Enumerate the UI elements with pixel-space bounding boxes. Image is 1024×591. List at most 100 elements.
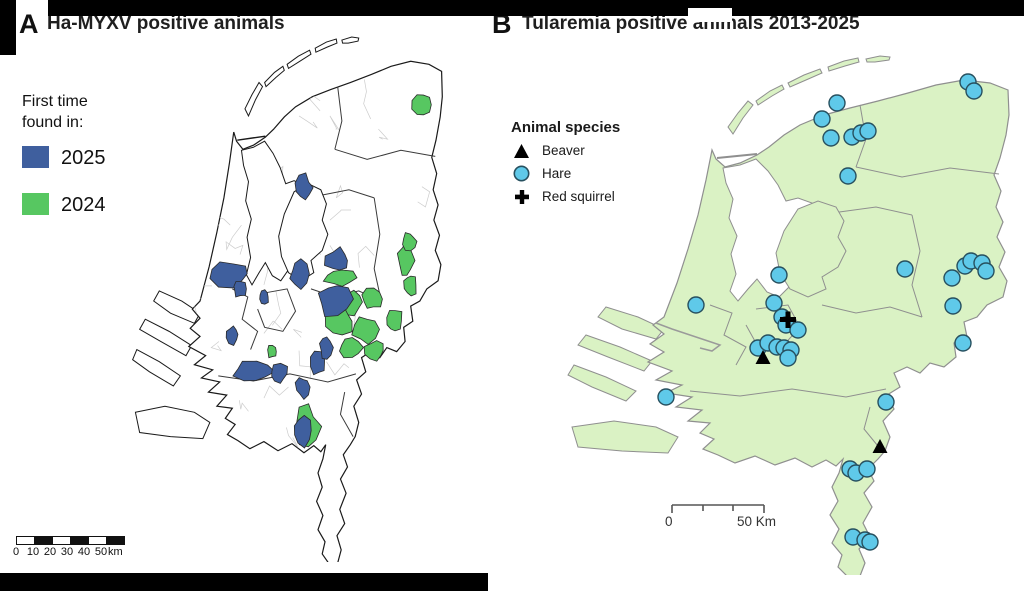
hare-marker (770, 266, 788, 284)
province-border (911, 214, 923, 318)
hare-marker (789, 321, 807, 339)
province-border (335, 149, 435, 159)
municipality-2024 (268, 345, 277, 357)
scalebar-b-start: 0 (665, 514, 673, 529)
beaver-marker (755, 350, 771, 364)
municipality-2025 (295, 378, 310, 400)
hare-marker (877, 393, 895, 411)
wadden-island (788, 69, 822, 87)
hare-marker (943, 269, 961, 287)
red-squirrel-plus-icon (513, 188, 530, 205)
white-notch-b (688, 8, 732, 22)
hare-marker (839, 167, 857, 185)
hare-marker (822, 129, 840, 147)
zeeland-island (135, 406, 209, 438)
zeeland-island (140, 319, 192, 355)
municipality-2024 (403, 233, 417, 251)
hare-marker (965, 82, 983, 100)
province-border (340, 392, 353, 437)
municipality-2024 (364, 341, 383, 362)
municipality-2025 (290, 259, 310, 290)
municipality-2025 (295, 173, 313, 200)
province-border (335, 87, 342, 150)
scalebar-a-tick: 10 (26, 546, 40, 558)
legend-label-beaver: Beaver (542, 143, 585, 158)
map-netherlands-choropleth (127, 36, 443, 562)
map-netherlands-points (560, 55, 1010, 575)
legend-row-hare: Hare (513, 165, 615, 182)
legend-a-title-line1: First time (22, 93, 88, 110)
municipality-2024 (323, 270, 357, 286)
scalebar-segment (35, 536, 53, 545)
scalebar-segment (107, 536, 125, 545)
zeeland-island (568, 365, 636, 401)
hare-marker (954, 334, 972, 352)
zeeland-island (598, 307, 664, 339)
scalebar-a-tick: 50 (94, 546, 108, 558)
wadden-island (756, 85, 784, 105)
mainland (189, 61, 443, 562)
hare-marker (896, 260, 914, 278)
hare-marker (858, 460, 876, 478)
wadden-island (315, 39, 337, 52)
panel-b-legend-title: Animal species (511, 119, 621, 136)
municipality-2024 (339, 338, 363, 358)
municipality-2024 (412, 95, 432, 115)
municipality-2024 (404, 276, 416, 296)
province-border (855, 166, 1000, 178)
scalebar-segment (89, 536, 107, 545)
hare-marker (687, 296, 705, 314)
wadden-island (828, 58, 859, 71)
white-notch-a (16, 0, 48, 16)
province-border (745, 304, 801, 348)
zeeland-island (572, 421, 678, 453)
hare-marker (657, 388, 675, 406)
legend-row-beaver: Beaver (513, 142, 615, 159)
hare-marker (861, 533, 879, 551)
hare-marker (813, 110, 831, 128)
panel-a-letter: A (19, 9, 39, 39)
panel-a-legend-title: First time found in: (22, 92, 88, 134)
scalebar-a-unit: km (108, 546, 123, 558)
municipality-2024 (387, 311, 402, 331)
legend-a-title-line2: found in: (22, 113, 84, 131)
left-black-block (0, 0, 16, 55)
province-border (374, 198, 381, 301)
municipality-2025 (226, 326, 238, 346)
panel-b-letter: B (492, 9, 512, 39)
legend-swatch-2025 (22, 146, 49, 168)
municipality-2025 (324, 247, 347, 270)
wadden-island (265, 66, 285, 86)
scalebar-a (16, 536, 125, 545)
scalebar-b (671, 504, 765, 513)
province-border (709, 304, 747, 366)
municipality-2025 (233, 361, 275, 381)
flevoland (775, 200, 847, 298)
hare-marker (977, 262, 995, 280)
legend-label-2024: 2024 (61, 194, 106, 216)
province-border (689, 388, 887, 398)
wadden-island (728, 101, 753, 134)
municipality-2024 (352, 317, 380, 345)
municipality-2025 (234, 282, 246, 297)
top-black-bar (0, 0, 1024, 16)
scalebar-b-end: 50 Km (737, 514, 777, 529)
panel-b-legend: Beaver Hare Red squirrel (513, 142, 615, 205)
municipality-2024 (362, 288, 383, 308)
wadden-island (342, 37, 359, 43)
red-squirrel-marker (780, 311, 796, 328)
scalebar-a-tick: 40 (77, 546, 91, 558)
wadden-island (245, 83, 263, 116)
hare-marker (944, 297, 962, 315)
zeeland-island (578, 335, 652, 371)
legend-label-hare: Hare (542, 166, 572, 181)
afsluitdijk (716, 153, 758, 159)
municipality-2025 (260, 290, 269, 304)
scalebar-a-tick: 20 (43, 546, 57, 558)
hare-marker (828, 94, 846, 112)
province-border (821, 304, 923, 318)
afsluitdijk (237, 136, 265, 140)
legend-label-red-squirrel: Red squirrel (542, 189, 615, 204)
scalebar-a-tick: 30 (60, 546, 74, 558)
